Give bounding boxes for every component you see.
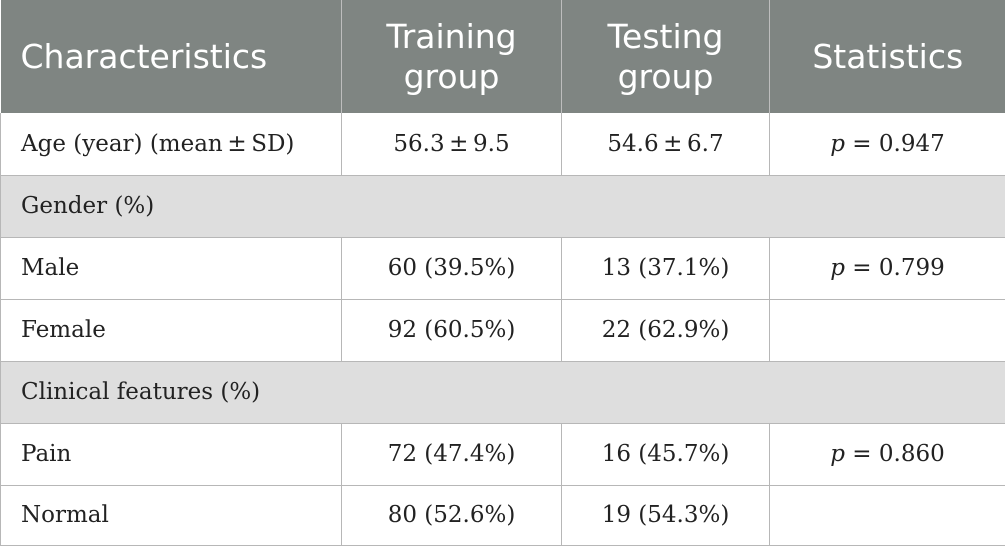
table-row-normal: Normal 80 (52.6%) 19 (54.3%) bbox=[0, 485, 1005, 546]
cell-male-statistics: p = 0.799 bbox=[769, 237, 1005, 300]
cell-pain-testing: 16 (45.7%) bbox=[561, 423, 770, 486]
cell-age-label: Age (year) (mean ± SD) bbox=[0, 113, 342, 176]
cell-female-training: 92 (60.5%) bbox=[341, 299, 562, 362]
section-clinical-label: Clinical features (%) bbox=[0, 361, 1005, 424]
section-gender-label: Gender (%) bbox=[0, 175, 1005, 238]
cell-male-training: 60 (39.5%) bbox=[341, 237, 562, 300]
table-row-female: Female 92 (60.5%) 22 (62.9%) bbox=[0, 299, 1005, 362]
p-symbol: p bbox=[830, 130, 845, 157]
p-value: = 0.799 bbox=[844, 255, 945, 281]
cell-age-testing: 54.6 ± 6.7 bbox=[561, 113, 770, 176]
p-value: = 0.860 bbox=[844, 441, 945, 467]
header-row: Characteristics Training group Testing g… bbox=[0, 0, 1005, 113]
header-testing-line1: Testing bbox=[607, 16, 724, 56]
header-characteristics-label: Characteristics bbox=[20, 36, 268, 76]
table-row-age: Age (year) (mean ± SD) 56.3 ± 9.5 54.6 ±… bbox=[0, 113, 1005, 176]
cell-age-training: 56.3 ± 9.5 bbox=[341, 113, 562, 176]
section-row-gender: Gender (%) bbox=[0, 175, 1005, 238]
cell-pain-statistics: p = 0.860 bbox=[769, 423, 1005, 486]
cell-normal-label: Normal bbox=[0, 485, 342, 546]
cell-female-statistics bbox=[769, 299, 1005, 362]
header-statistics: Statistics bbox=[769, 0, 1005, 113]
header-training-line2: group bbox=[403, 56, 500, 96]
p-symbol: p bbox=[830, 255, 845, 281]
header-training-line1: Training bbox=[386, 16, 517, 56]
cell-male-testing: 13 (37.1%) bbox=[561, 237, 770, 300]
cell-pain-training: 72 (47.4%) bbox=[341, 423, 562, 486]
table-row-pain: Pain 72 (47.4%) 16 (45.7%) p = 0.860 bbox=[0, 423, 1005, 486]
header-testing-line2: group bbox=[617, 56, 714, 96]
characteristics-table: Characteristics Training group Testing g… bbox=[0, 0, 1005, 546]
table-header: Characteristics Training group Testing g… bbox=[0, 0, 1005, 113]
header-characteristics: Characteristics bbox=[0, 0, 342, 113]
cell-female-label: Female bbox=[0, 299, 342, 362]
header-training-group: Training group bbox=[341, 0, 562, 113]
table-body: Age (year) (mean ± SD) 56.3 ± 9.5 54.6 ±… bbox=[0, 113, 1005, 546]
cell-normal-testing: 19 (54.3%) bbox=[561, 485, 770, 546]
cell-age-statistics: p = 0.947 bbox=[769, 113, 1005, 176]
cell-male-label: Male bbox=[0, 237, 342, 300]
cell-normal-statistics bbox=[769, 485, 1005, 546]
table-row-male: Male 60 (39.5%) 13 (37.1%) p = 0.799 bbox=[0, 237, 1005, 300]
header-statistics-label: Statistics bbox=[812, 36, 964, 76]
p-symbol: p bbox=[830, 441, 845, 467]
cell-female-testing: 22 (62.9%) bbox=[561, 299, 770, 362]
header-testing-group: Testing group bbox=[561, 0, 770, 113]
cell-pain-label: Pain bbox=[0, 423, 342, 486]
cell-normal-training: 80 (52.6%) bbox=[341, 485, 562, 546]
section-row-clinical: Clinical features (%) bbox=[0, 361, 1005, 424]
p-value: = 0.947 bbox=[844, 130, 945, 157]
